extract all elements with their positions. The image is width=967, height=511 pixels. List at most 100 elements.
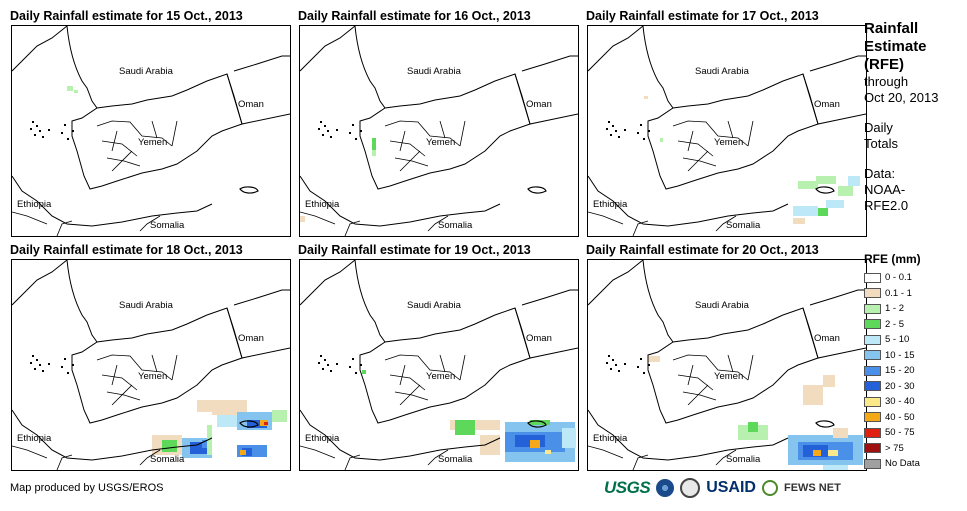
legend-swatch [864, 427, 881, 438]
sidebar-date: Oct 20, 2013 [864, 90, 939, 105]
fews-logo-icon [761, 480, 778, 496]
legend-swatch [864, 412, 881, 423]
legend-swatch [864, 381, 881, 392]
legend-label: 0 - 0.1 [885, 272, 912, 284]
sidebar-daily-2: Totals [864, 136, 898, 151]
map-svg [588, 26, 866, 236]
map-svg [300, 260, 578, 470]
sidebar-data-1: Data: [864, 166, 896, 181]
noaa-logo-icon [656, 479, 675, 497]
legend-item: 0.1 - 1 [864, 286, 920, 302]
sidebar-title-3: (RFE) [864, 56, 904, 73]
map-svg [12, 26, 290, 236]
legend-item: 0 - 0.1 [864, 270, 920, 286]
map-frame: Saudi Arabia Oman Yemen Ethiopia Somalia [587, 25, 867, 237]
legend-swatch [864, 288, 881, 299]
legend-swatch [864, 443, 881, 454]
legend-item: > 75 [864, 441, 920, 457]
credit-text: Map produced by USGS/EROS [10, 482, 164, 494]
legend-label: 40 - 50 [885, 411, 915, 423]
legend-item: 40 - 50 [864, 410, 920, 426]
legend-label: > 75 [885, 442, 904, 454]
legend-label: 15 - 20 [885, 365, 915, 377]
legend-swatch [864, 272, 881, 283]
country-label-somalia: Somalia [150, 220, 185, 231]
sidebar-title-1: Rainfall [864, 20, 919, 37]
country-label-yemen: Yemen [714, 137, 744, 148]
country-label-yemen: Yemen [426, 137, 456, 148]
map-frame: Saudi Arabia Oman Yemen Ethiopia Somalia [299, 259, 579, 471]
legend-swatch [864, 334, 881, 345]
legend-label: 2 - 5 [885, 318, 905, 330]
legend-swatch [864, 396, 881, 407]
legend-swatch [864, 303, 881, 314]
legend-title: RFE (mm) [864, 252, 921, 266]
country-label-saudi: Saudi Arabia [695, 300, 749, 311]
legend-swatch [864, 319, 881, 330]
country-label-saudi: Saudi Arabia [119, 66, 173, 77]
country-label-saudi: Saudi Arabia [119, 300, 173, 311]
country-label-saudi: Saudi Arabia [695, 66, 749, 77]
country-label-oman: Oman [526, 99, 552, 110]
legend-item: 50 - 75 [864, 425, 920, 441]
country-label-somalia: Somalia [726, 454, 761, 465]
country-label-somalia: Somalia [150, 454, 185, 465]
country-label-oman: Oman [814, 333, 840, 344]
sidebar-through: through [864, 74, 909, 89]
panel-title: Daily Rainfall estimate for 15 Oct., 201… [10, 9, 243, 23]
map-svg [588, 260, 866, 470]
country-label-yemen: Yemen [426, 371, 456, 382]
country-label-ethiopia: Ethiopia [593, 433, 628, 444]
legend-item: 30 - 40 [864, 394, 920, 410]
panel-title: Daily Rainfall estimate for 16 Oct., 201… [298, 9, 531, 23]
panel-title: Daily Rainfall estimate for 18 Oct., 201… [10, 243, 243, 257]
legend-swatch [864, 350, 881, 361]
map-frame: Saudi Arabia Oman Yemen Ethiopia Somalia [11, 259, 291, 471]
usaid-logo: USAID [706, 479, 756, 496]
country-label-yemen: Yemen [714, 371, 744, 382]
country-label-oman: Oman [238, 333, 264, 344]
country-label-yemen: Yemen [138, 137, 168, 148]
country-label-saudi: Saudi Arabia [407, 300, 461, 311]
legend-label: 0.1 - 1 [885, 287, 912, 299]
country-label-ethiopia: Ethiopia [593, 199, 628, 210]
legend-label: 20 - 30 [885, 380, 915, 392]
sidebar-info: Rainfall Estimate (RFE) through Oct 20, … [864, 20, 964, 214]
legend-label: 50 - 75 [885, 427, 915, 439]
usaid-seal-icon [680, 478, 701, 498]
legend-label: No Data [885, 458, 920, 470]
sidebar-data-3: RFE2.0 [864, 198, 909, 213]
legend-label: 5 - 10 [885, 334, 910, 346]
legend-item: No Data [864, 456, 920, 472]
country-label-ethiopia: Ethiopia [305, 433, 340, 444]
country-label-yemen: Yemen [138, 371, 168, 382]
logo-strip: USGS USAID FEWS NET [604, 478, 841, 498]
legend-label: 10 - 15 [885, 349, 915, 361]
legend-item: 2 - 5 [864, 317, 920, 333]
country-label-oman: Oman [526, 333, 552, 344]
fews-net-logo: FEWS NET [783, 482, 841, 494]
map-frame: Saudi Arabia Oman Yemen Ethiopia Somalia [299, 25, 579, 237]
country-label-oman: Oman [238, 99, 264, 110]
legend: 0 - 0.1 0.1 - 1 1 - 2 2 - 5 5 - 10 10 - 15 15 … [864, 270, 920, 472]
legend-item: 15 - 20 [864, 363, 920, 379]
map-frame: Saudi Arabia Oman Yemen Ethiopia Somalia [587, 259, 867, 471]
sidebar-title-2: Estimate [864, 38, 927, 55]
panel-title: Daily Rainfall estimate for 19 Oct., 201… [298, 243, 531, 257]
country-label-ethiopia: Ethiopia [17, 199, 52, 210]
legend-label: 1 - 2 [885, 303, 905, 315]
legend-swatch [864, 365, 881, 376]
panel-title: Daily Rainfall estimate for 17 Oct., 201… [586, 9, 819, 23]
legend-swatch [864, 458, 881, 469]
legend-label: 30 - 40 [885, 396, 915, 408]
country-label-ethiopia: Ethiopia [17, 433, 52, 444]
country-label-somalia: Somalia [438, 220, 473, 231]
map-svg [300, 26, 578, 236]
legend-item: 10 - 15 [864, 348, 920, 364]
country-label-ethiopia: Ethiopia [305, 199, 340, 210]
usgs-logo: USGS [604, 478, 651, 497]
legend-item: 5 - 10 [864, 332, 920, 348]
map-frame: Saudi Arabia Oman Yemen Ethiopia Somalia [11, 25, 291, 237]
panel-title: Daily Rainfall estimate for 20 Oct., 201… [586, 243, 819, 257]
country-label-somalia: Somalia [726, 220, 761, 231]
